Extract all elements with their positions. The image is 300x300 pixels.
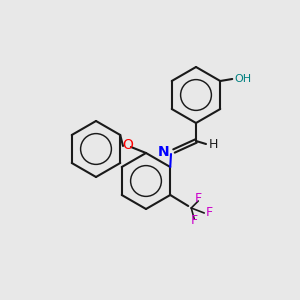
Text: N: N	[158, 145, 169, 159]
Text: O: O	[123, 138, 134, 152]
Text: H: H	[209, 137, 218, 151]
Text: OH: OH	[234, 74, 251, 84]
Text: F: F	[206, 206, 213, 220]
Text: F: F	[191, 214, 198, 227]
Text: F: F	[195, 193, 202, 206]
